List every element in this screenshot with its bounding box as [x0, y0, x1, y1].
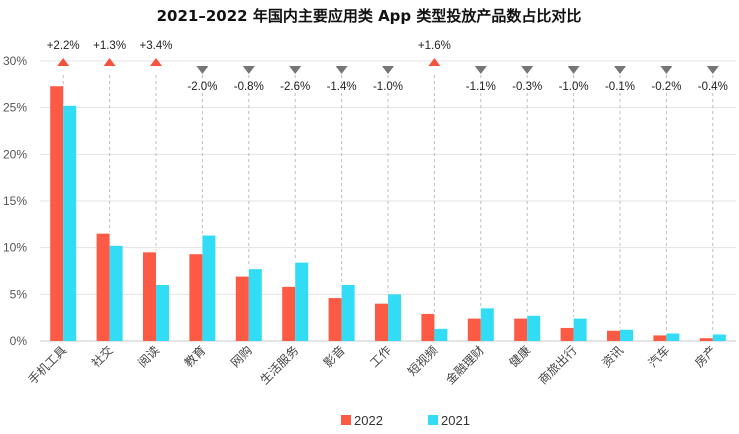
bar-2021	[434, 328, 448, 341]
bar-2022	[653, 335, 667, 341]
x-tick-label: 影音	[320, 343, 348, 371]
bar-2021	[480, 308, 494, 341]
change-down-marker	[660, 66, 673, 74]
change-label: -0.1%	[605, 81, 635, 93]
change-down-marker	[289, 66, 302, 74]
bar-2022	[560, 327, 574, 341]
x-tick-label: 商旅出行	[535, 343, 580, 388]
legend-swatch-2021	[428, 415, 438, 425]
change-label: -1.0%	[373, 81, 403, 93]
x-tick-label: 汽车	[645, 343, 673, 371]
change-down-marker	[196, 66, 209, 74]
bar-2022	[699, 338, 713, 341]
bar-2022	[607, 330, 620, 341]
x-tick-label: 短视频	[404, 343, 440, 379]
y-tick-label: 30%	[3, 54, 27, 68]
change-label: -2.0%	[187, 81, 217, 93]
change-down-marker	[382, 66, 394, 74]
change-label: -0.8%	[234, 81, 264, 93]
bar-2022	[375, 303, 388, 341]
legend-swatch-2022	[341, 415, 351, 425]
x-tick-label: 金融理财	[442, 343, 487, 388]
x-tick-label: 工作	[367, 343, 394, 370]
bar-2021	[527, 315, 541, 341]
bar-2021	[156, 285, 169, 341]
bar-2022	[328, 298, 342, 341]
bar-2021	[202, 235, 216, 341]
change-label: -2.6%	[280, 81, 310, 93]
change-down-marker	[521, 66, 534, 74]
y-tick-label: 5%	[10, 287, 28, 301]
change-down-marker	[706, 66, 719, 74]
bar-2021	[388, 294, 401, 341]
change-label: -1.0%	[559, 81, 589, 93]
bar-2021	[109, 245, 123, 341]
legend-label-2021: 2021	[441, 413, 470, 428]
bar-2022	[189, 254, 203, 341]
bar-2021	[63, 105, 77, 341]
bar-2021	[248, 269, 262, 341]
legend: 2022 2021	[341, 413, 470, 428]
bar-2022	[235, 276, 249, 341]
change-down-marker	[474, 66, 487, 74]
bar-2021	[295, 262, 309, 341]
x-tick-label: 阅读	[135, 343, 162, 370]
change-down-marker	[335, 66, 348, 74]
change-label: -1.1%	[466, 81, 496, 93]
change-label: -0.2%	[651, 81, 681, 93]
change-down-marker	[242, 66, 255, 74]
bar-2021	[620, 329, 633, 341]
change-label: +1.6%	[418, 40, 451, 52]
change-label: -0.3%	[512, 81, 542, 93]
change-guides	[62, 75, 714, 333]
bars	[50, 86, 726, 341]
bar-2021	[712, 334, 726, 341]
bar-2022	[143, 252, 156, 341]
change-label: -1.4%	[327, 81, 357, 93]
bar-2022	[467, 318, 481, 341]
y-tick-label: 0%	[10, 334, 28, 348]
bar-2021	[573, 318, 587, 341]
y-tick-label: 10%	[3, 241, 27, 255]
bar-2022	[50, 86, 64, 341]
x-tick-label: 社交	[88, 343, 116, 371]
x-tick-label: 健康	[506, 343, 534, 371]
change-label: +3.4%	[140, 40, 173, 52]
chart-title: 2021–2022 年国内主要应用类 App 类型投放产品数占比对比	[157, 7, 582, 25]
y-tick-label: 25%	[3, 101, 27, 115]
change-down-marker	[567, 66, 580, 74]
x-tick-label: 网购	[227, 343, 255, 371]
change-up-marker	[150, 58, 162, 66]
change-down-marker	[614, 66, 626, 74]
bar-2021	[341, 285, 355, 341]
change-up-marker	[57, 58, 70, 66]
x-axis-ticks: 手机工具 社交 阅读 教育 网购 生活服务 影音 工作 短视频 金融理财 健康 商旅出行 资讯 汽车 房产	[25, 343, 718, 388]
legend-label-2022: 2022	[354, 413, 383, 428]
x-tick-label: 教育	[181, 343, 209, 371]
change-up-marker	[428, 58, 441, 66]
bar-2022	[514, 318, 528, 341]
bar-2022	[421, 313, 435, 341]
change-annotations: +2.2% +1.3% +3.4% -2.0% -0.8% -2.6% -1.4% -1.0%…	[47, 40, 728, 93]
change-label: -0.4%	[698, 81, 728, 93]
y-axis-ticks: 0% 5% 10% 15% 20% 25% 30%	[3, 54, 27, 348]
x-tick-label: 手机工具	[25, 343, 69, 387]
x-tick-label: 生活服务	[257, 343, 302, 388]
change-label: +2.2%	[47, 40, 80, 52]
y-tick-label: 15%	[3, 194, 27, 208]
bar-2021	[666, 333, 680, 341]
change-label: +1.3%	[93, 40, 126, 52]
y-tick-label: 20%	[3, 147, 27, 161]
change-up-marker	[103, 58, 116, 66]
bar-2022	[96, 233, 110, 341]
x-tick-label: 资讯	[599, 343, 626, 370]
bar-2022	[282, 286, 296, 341]
x-tick-label: 房产	[691, 343, 719, 371]
